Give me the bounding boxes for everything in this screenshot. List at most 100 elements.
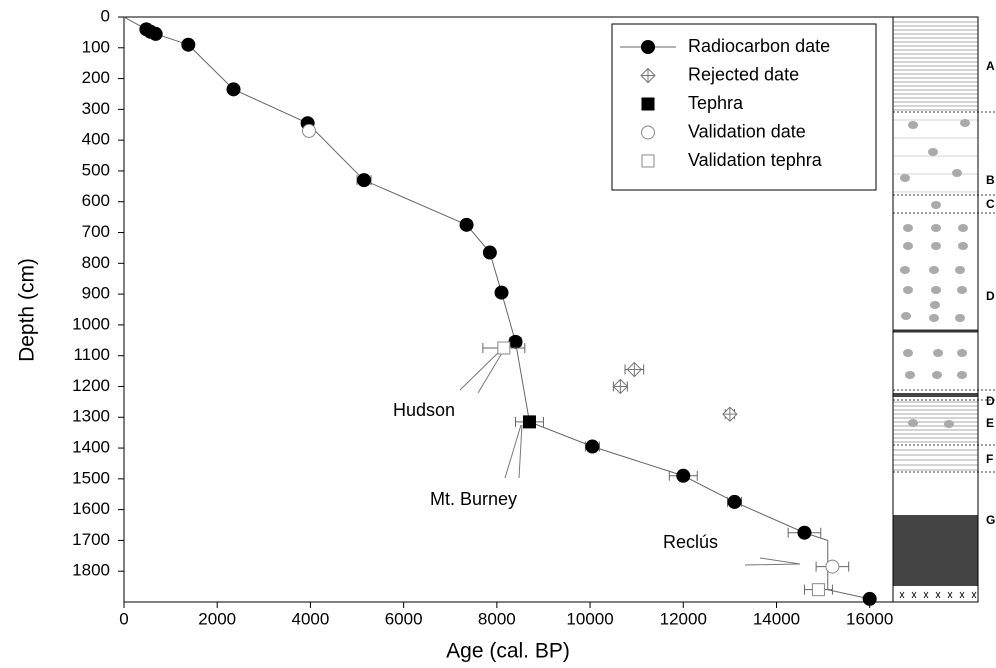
x-tick-label: 8000 <box>478 609 516 628</box>
dark-layer <box>893 515 978 586</box>
point <box>825 559 840 574</box>
grain <box>955 266 965 274</box>
y-axis-title: Depth (cm) <box>16 258 39 362</box>
unit-label: E <box>986 416 994 430</box>
band <box>893 393 978 397</box>
y-tick-label: 300 <box>82 99 110 118</box>
grain <box>908 121 918 129</box>
point <box>722 406 738 422</box>
annotation: Mt. Burney <box>430 489 517 509</box>
grain <box>903 242 913 250</box>
point <box>522 415 536 429</box>
grain <box>958 242 968 250</box>
y-tick-label: 700 <box>82 222 110 241</box>
grain <box>930 301 940 309</box>
y-tick-label: 1800 <box>72 561 110 580</box>
legend-marker <box>641 97 655 111</box>
grain <box>903 224 913 232</box>
y-tick-label: 1700 <box>72 530 110 549</box>
cross-symbol <box>911 591 917 599</box>
point <box>357 173 372 188</box>
unit-label: D <box>986 289 995 303</box>
legend-label: Validation date <box>688 121 806 141</box>
grain <box>900 266 910 274</box>
y-tick-label: 900 <box>82 284 110 303</box>
legend-label: Radiocarbon date <box>688 36 830 56</box>
grain <box>931 224 941 232</box>
cross-symbol <box>959 591 965 599</box>
grain <box>929 314 939 322</box>
grain <box>901 312 911 320</box>
grain <box>931 201 941 209</box>
unit-label: G <box>986 513 995 527</box>
point <box>811 583 825 597</box>
legend-marker <box>640 67 656 84</box>
annotation: Hudson <box>393 400 455 420</box>
cross-symbol <box>935 591 941 599</box>
x-axis-title: Age (cal. BP) <box>446 640 570 663</box>
point <box>181 37 196 52</box>
cross-symbol <box>947 591 953 599</box>
point <box>797 525 812 540</box>
point <box>482 245 497 260</box>
grain <box>958 224 968 232</box>
y-tick-label: 1600 <box>72 499 110 518</box>
x-tick-label: 16000 <box>846 609 893 628</box>
x-tick-label: 2000 <box>198 609 236 628</box>
y-tick-label: 0 <box>101 6 110 25</box>
grain <box>952 169 962 177</box>
point <box>585 439 600 454</box>
y-tick-label: 400 <box>82 130 110 149</box>
y-tick-label: 600 <box>82 191 110 210</box>
legend-box <box>611 23 877 191</box>
point <box>226 82 241 97</box>
grain <box>929 266 939 274</box>
arrow <box>504 424 523 479</box>
point <box>626 361 643 378</box>
grain <box>931 242 941 250</box>
grain <box>908 419 918 427</box>
unit-label: C <box>986 197 995 211</box>
y-tick-label: 1000 <box>72 314 110 333</box>
point <box>494 285 509 300</box>
y-tick-label: 1200 <box>72 376 110 395</box>
unit-label: A <box>986 59 995 73</box>
y-tick-label: 100 <box>82 37 110 56</box>
point <box>459 217 474 232</box>
x-tick-label: 4000 <box>292 609 330 628</box>
y-tick-label: 1400 <box>72 438 110 457</box>
grain <box>928 148 938 156</box>
grain <box>900 174 910 182</box>
grain <box>932 371 942 379</box>
point <box>302 123 317 138</box>
point <box>676 468 691 483</box>
y-tick-label: 1300 <box>72 407 110 426</box>
grain <box>957 371 967 379</box>
y-tick-label: 1500 <box>72 468 110 487</box>
column-frame <box>892 16 979 603</box>
arrow <box>459 347 506 394</box>
plot-frame <box>123 16 894 603</box>
grain <box>903 286 913 294</box>
x-tick-label: 10000 <box>566 609 613 628</box>
arrow <box>744 557 801 566</box>
unit-label: B <box>986 173 995 187</box>
cross-symbol <box>923 591 929 599</box>
grain <box>944 420 954 428</box>
y-tick-label: 1100 <box>73 345 110 364</box>
grain <box>957 286 967 294</box>
grain <box>955 314 965 322</box>
grain <box>931 286 941 294</box>
grain <box>957 349 967 357</box>
x-tick-label: 0 <box>119 609 128 628</box>
x-tick-label: 14000 <box>753 609 800 628</box>
point <box>862 591 877 606</box>
grain <box>933 349 943 357</box>
x-tick-label: 6000 <box>385 609 423 628</box>
legend-marker <box>641 154 655 168</box>
legend-label: Validation tephra <box>688 150 823 170</box>
cross-symbol <box>899 591 905 599</box>
point <box>508 334 523 349</box>
